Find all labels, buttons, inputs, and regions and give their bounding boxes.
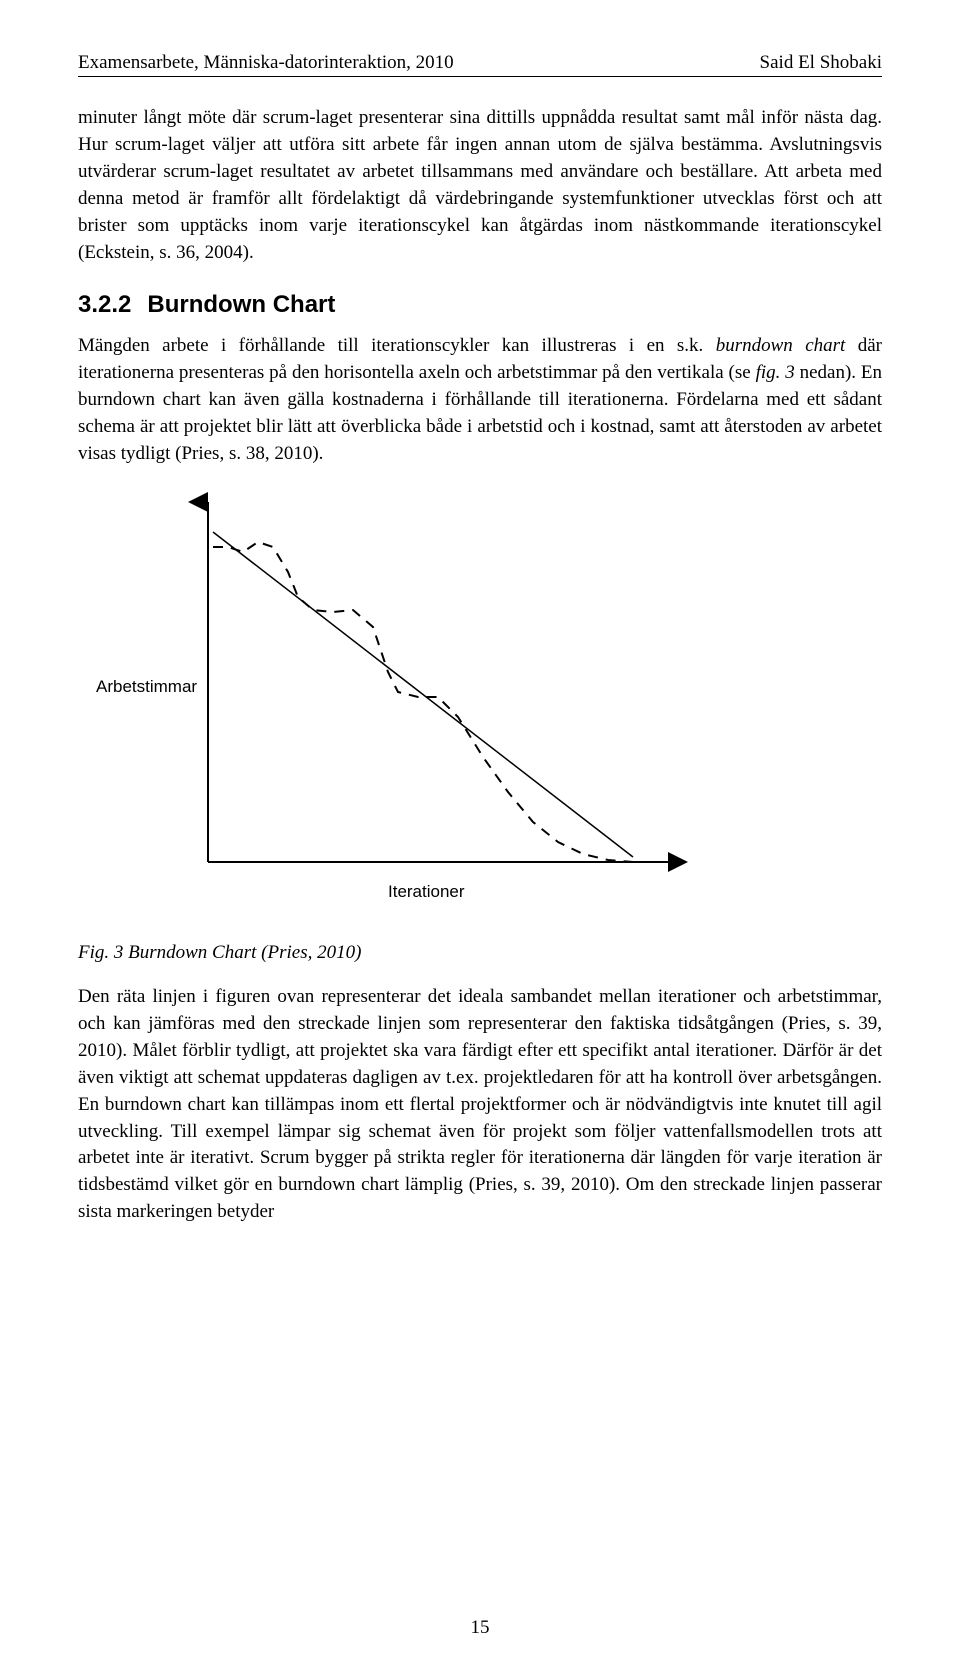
section-heading: 3.2.2 Burndown Chart [78,291,882,319]
section-title: Burndown Chart [147,291,335,318]
paragraph-1: minuter långt möte där scrum-laget prese… [78,105,882,267]
burndown-chart: Arbetstimmar Iterationer [78,492,882,922]
figure-caption: Fig. 3 Burndown Chart (Pries, 2010) [78,942,882,964]
header-rule [78,76,882,77]
p2-italic-2: fig. 3 [756,362,795,383]
y-axis-label: Arbetstimmar [96,677,197,696]
page-header: Examensarbete, Människa-datorinteraktion… [78,52,882,74]
paragraph-3: Den räta linjen i figuren ovan represent… [78,984,882,1227]
header-right: Said El Shobaki [760,52,882,74]
actual-line [213,542,633,862]
header-left: Examensarbete, Människa-datorinteraktion… [78,52,454,74]
section-number: 3.2.2 [78,291,131,319]
x-axis-label: Iterationer [388,882,465,901]
p2-italic-1: burndown chart [716,335,846,356]
ideal-line [213,532,633,857]
paragraph-2: Mängden arbete i förhållande till iterat… [78,333,882,468]
page-number: 15 [0,1617,960,1639]
p2-part-a: Mängden arbete i förhållande till iterat… [78,335,716,356]
burndown-chart-svg: Arbetstimmar Iterationer [88,492,688,922]
